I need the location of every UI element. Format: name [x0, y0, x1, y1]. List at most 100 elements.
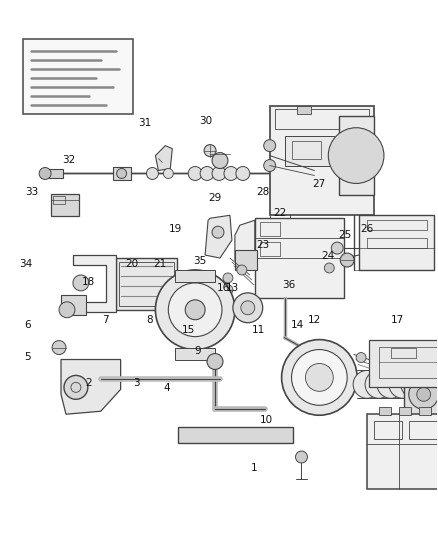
Text: 29: 29: [208, 192, 221, 203]
Polygon shape: [61, 360, 120, 414]
Circle shape: [212, 166, 226, 181]
Circle shape: [223, 285, 233, 295]
Circle shape: [73, 275, 89, 291]
Text: 36: 36: [282, 280, 295, 290]
Circle shape: [237, 265, 247, 275]
Bar: [113, 166, 131, 181]
Circle shape: [185, 300, 205, 320]
Text: 14: 14: [291, 320, 304, 330]
Text: 31: 31: [138, 118, 152, 128]
Bar: [367, 238, 427, 248]
Bar: [399, 407, 411, 415]
Bar: [61, 295, 86, 315]
Circle shape: [365, 370, 393, 398]
Circle shape: [340, 253, 354, 267]
Text: 4: 4: [163, 383, 170, 393]
Polygon shape: [235, 220, 255, 270]
Text: 11: 11: [251, 325, 265, 335]
Circle shape: [233, 293, 263, 322]
Circle shape: [328, 128, 384, 183]
Bar: [178, 427, 293, 443]
Circle shape: [292, 350, 347, 405]
Polygon shape: [155, 146, 172, 171]
Bar: [419, 365, 437, 375]
Bar: [292, 141, 321, 158]
Text: 30: 30: [199, 116, 212, 126]
Bar: [116, 258, 177, 310]
Circle shape: [417, 387, 431, 401]
Bar: [260, 222, 279, 236]
Bar: [379, 407, 391, 415]
Circle shape: [224, 166, 238, 181]
Polygon shape: [73, 255, 116, 312]
Circle shape: [356, 352, 366, 362]
Text: 27: 27: [312, 179, 326, 189]
Circle shape: [303, 179, 316, 192]
Circle shape: [331, 242, 343, 254]
Bar: [419, 407, 431, 415]
Text: 19: 19: [169, 224, 182, 235]
Circle shape: [324, 263, 334, 273]
Text: 12: 12: [308, 314, 321, 325]
Bar: [255, 218, 344, 298]
Circle shape: [117, 168, 127, 179]
Bar: [260, 242, 279, 256]
Circle shape: [163, 168, 173, 179]
Circle shape: [212, 226, 224, 238]
Bar: [119, 262, 174, 306]
Text: 34: 34: [19, 259, 32, 269]
Circle shape: [377, 370, 405, 398]
Circle shape: [200, 166, 214, 181]
Text: 15: 15: [182, 325, 195, 335]
Text: 1: 1: [251, 463, 257, 473]
Bar: [41, 168, 63, 179]
Bar: [279, 166, 309, 181]
Circle shape: [305, 364, 333, 391]
Text: 3: 3: [133, 378, 140, 388]
Circle shape: [290, 168, 300, 179]
Text: 5: 5: [24, 352, 31, 361]
Bar: [379, 346, 438, 378]
Bar: [175, 270, 215, 282]
Bar: [297, 106, 311, 114]
Bar: [23, 39, 133, 114]
Text: 35: 35: [193, 256, 206, 266]
Bar: [53, 196, 65, 204]
Text: 24: 24: [321, 251, 335, 261]
Circle shape: [212, 152, 228, 168]
Bar: [369, 340, 438, 387]
Bar: [235, 250, 257, 270]
Text: 6: 6: [24, 320, 31, 330]
Bar: [391, 348, 416, 358]
Text: 18: 18: [82, 277, 95, 287]
Circle shape: [264, 140, 276, 151]
Circle shape: [155, 270, 235, 350]
Circle shape: [389, 370, 417, 398]
Text: 23: 23: [256, 240, 269, 251]
Text: 28: 28: [256, 187, 269, 197]
Circle shape: [207, 353, 223, 369]
Text: 10: 10: [260, 415, 273, 425]
Circle shape: [223, 273, 233, 283]
Text: 7: 7: [102, 314, 109, 325]
Circle shape: [64, 375, 88, 399]
Bar: [367, 220, 427, 230]
Bar: [374, 421, 402, 439]
Circle shape: [236, 166, 250, 181]
Bar: [270, 106, 374, 215]
Bar: [175, 348, 215, 360]
Text: 22: 22: [273, 208, 286, 219]
Circle shape: [401, 370, 429, 398]
Text: 17: 17: [391, 314, 404, 325]
Bar: [404, 369, 438, 419]
Circle shape: [241, 301, 255, 315]
Circle shape: [409, 379, 438, 409]
Circle shape: [282, 340, 357, 415]
Circle shape: [39, 167, 51, 180]
Text: 13: 13: [226, 282, 239, 293]
Text: 20: 20: [125, 259, 138, 269]
Bar: [367, 414, 438, 489]
Bar: [51, 195, 79, 216]
Text: 16: 16: [217, 282, 230, 293]
Text: 9: 9: [194, 346, 201, 357]
